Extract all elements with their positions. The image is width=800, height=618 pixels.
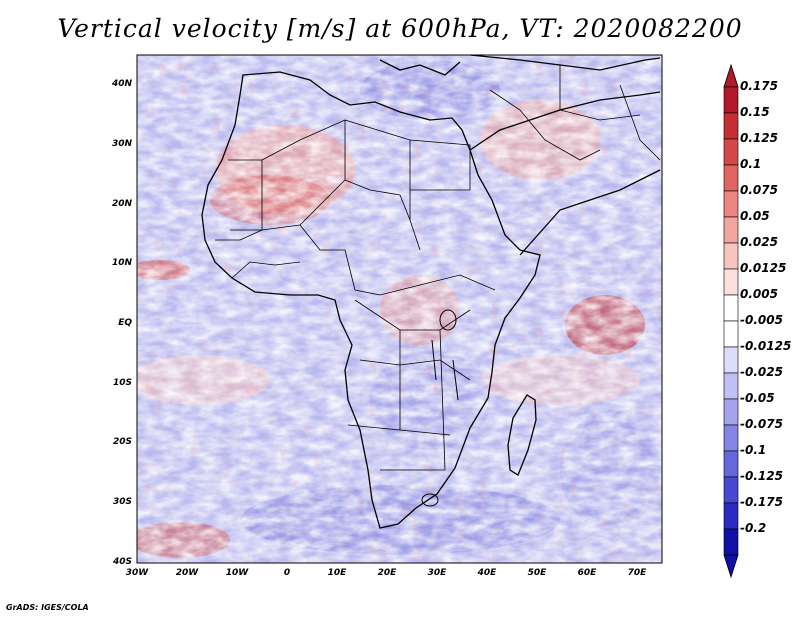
colorbar-label: -0.1 <box>740 443 767 457</box>
lon-tick-label: 60E <box>577 568 597 578</box>
lakes <box>421 309 459 507</box>
lon-tick-label: 0 <box>283 568 291 578</box>
plot-frame <box>136 54 663 564</box>
colorbar-label: -0.175 <box>740 495 783 509</box>
lon-tick-label: 70E <box>627 568 647 578</box>
lon-tick-label: 20W <box>175 568 199 578</box>
chart-title: Vertical velocity [m/s] at 600hPa, VT: 2… <box>57 14 743 43</box>
country-borders <box>215 65 661 471</box>
colorbar-label: -0.2 <box>740 521 767 535</box>
colorbar-label: 0.125 <box>740 131 778 145</box>
lon-tick-label: 10E <box>327 568 347 578</box>
colorbar-label: 0.005 <box>740 287 778 301</box>
lat-tick-label: EQ <box>118 318 132 328</box>
lat-tick-label: 40S <box>112 557 132 567</box>
colorbar-label: 0.1 <box>740 157 762 171</box>
colorbar-swatch <box>723 320 739 348</box>
colorbar <box>723 63 739 579</box>
colorbar-label: -0.005 <box>740 313 783 327</box>
colorbar-swatch <box>723 372 739 400</box>
colorbar-swatch <box>723 216 739 244</box>
lon-tick-label: 40E <box>477 568 497 578</box>
colorbar-swatch <box>723 112 739 140</box>
colorbar-label: -0.125 <box>740 469 783 483</box>
colorbar-label: -0.0125 <box>740 339 792 353</box>
colorbar-swatch <box>723 528 739 556</box>
colorbar-swatch <box>723 242 739 270</box>
colorbar-swatch <box>723 268 739 296</box>
colorbar-swatch <box>723 294 739 322</box>
colorbar-label: 0.175 <box>740 79 778 93</box>
lat-tick-label: 20S <box>112 437 132 447</box>
colorbar-max-arrow <box>723 63 739 88</box>
credit-text: GrADS: IGES/COLA <box>6 603 89 612</box>
colorbar-label: 0.0125 <box>740 261 787 275</box>
lat-tick-label: 30S <box>112 497 132 507</box>
colorbar-swatch <box>723 190 739 218</box>
colorbar-label: -0.025 <box>740 365 783 379</box>
colorbar-label: 0.025 <box>740 235 778 249</box>
lat-tick-label: 30N <box>111 139 132 149</box>
lon-tick-label: 30E <box>427 568 447 578</box>
lon-tick-label: 30W <box>125 568 149 578</box>
colorbar-swatch <box>723 450 739 478</box>
colorbar-label: 0.075 <box>740 183 778 197</box>
colorbar-swatch <box>723 86 739 114</box>
colorbar-swatch <box>723 138 739 166</box>
lat-tick-label: 10S <box>112 378 132 388</box>
colorbar-label: -0.05 <box>740 391 775 405</box>
colorbar-label: -0.075 <box>740 417 783 431</box>
lon-tick-label: 20E <box>377 568 397 578</box>
colorbar-swatch <box>723 502 739 530</box>
lat-tick-label: 40N <box>111 79 132 89</box>
colorbar-min-arrow <box>723 554 739 579</box>
colorbar-swatch <box>723 346 739 374</box>
lon-tick-label: 50E <box>527 568 547 578</box>
colorbar-label: 0.15 <box>740 105 770 119</box>
colorbar-swatch <box>723 164 739 192</box>
lat-tick-label: 20N <box>111 199 132 209</box>
colorbar-swatch <box>723 424 739 452</box>
lon-tick-label: 10W <box>225 568 249 578</box>
velocity-field <box>137 55 662 563</box>
colorbar-swatch <box>723 476 739 504</box>
colorbar-swatch <box>723 398 739 426</box>
colorbar-label: 0.05 <box>740 209 770 223</box>
lat-tick-label: 10N <box>111 258 132 268</box>
